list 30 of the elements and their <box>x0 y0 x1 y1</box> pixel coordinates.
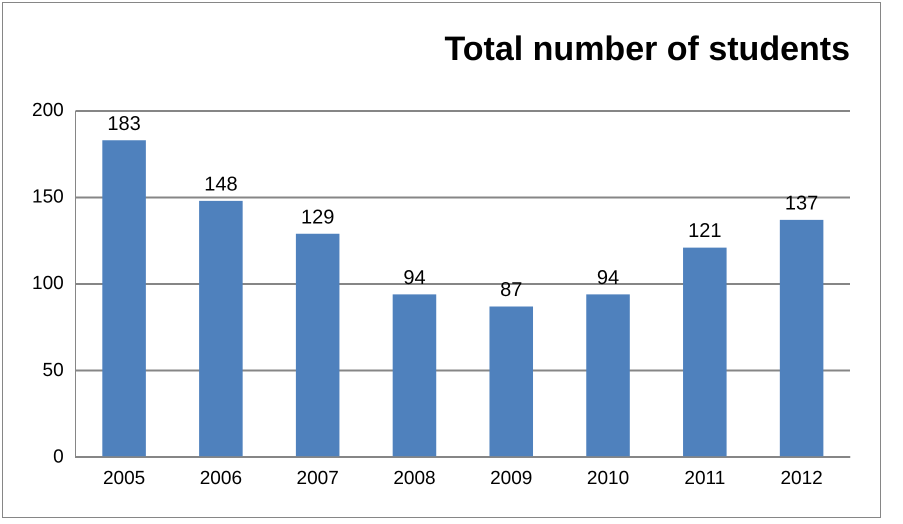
y-tick-label: 150 <box>32 186 64 208</box>
bar <box>780 220 824 456</box>
x-tick-label: 2010 <box>586 468 630 489</box>
data-label: 129 <box>300 206 334 228</box>
x-tick-label: 2011 <box>684 468 726 489</box>
bar <box>296 234 340 456</box>
bar <box>683 248 727 456</box>
x-tick-label: 2008 <box>393 468 436 489</box>
y-tick-label: 50 <box>42 360 64 381</box>
data-label: 121 <box>688 220 722 242</box>
bar <box>392 294 436 456</box>
data-label: 148 <box>204 173 238 196</box>
bar <box>102 140 146 456</box>
data-label: 94 <box>403 266 426 289</box>
x-tick-label: 2006 <box>200 468 242 489</box>
x-tick-label: 2005 <box>102 468 146 489</box>
bar <box>586 294 630 456</box>
y-tick-label: 200 <box>32 100 64 122</box>
y-tick-label: 0 <box>53 446 64 468</box>
y-tick-label: 100 <box>32 273 64 294</box>
data-label: 137 <box>784 192 818 214</box>
data-label: 183 <box>107 112 141 135</box>
data-label: 94 <box>596 266 620 289</box>
bar <box>489 306 534 456</box>
x-tick-label: 2012 <box>780 468 823 489</box>
chart-title: Total number of students <box>444 30 850 68</box>
bar <box>199 200 243 456</box>
x-tick-label: 2009 <box>490 468 532 489</box>
x-tick-label: 2007 <box>296 468 339 489</box>
data-label: 87 <box>500 279 522 302</box>
